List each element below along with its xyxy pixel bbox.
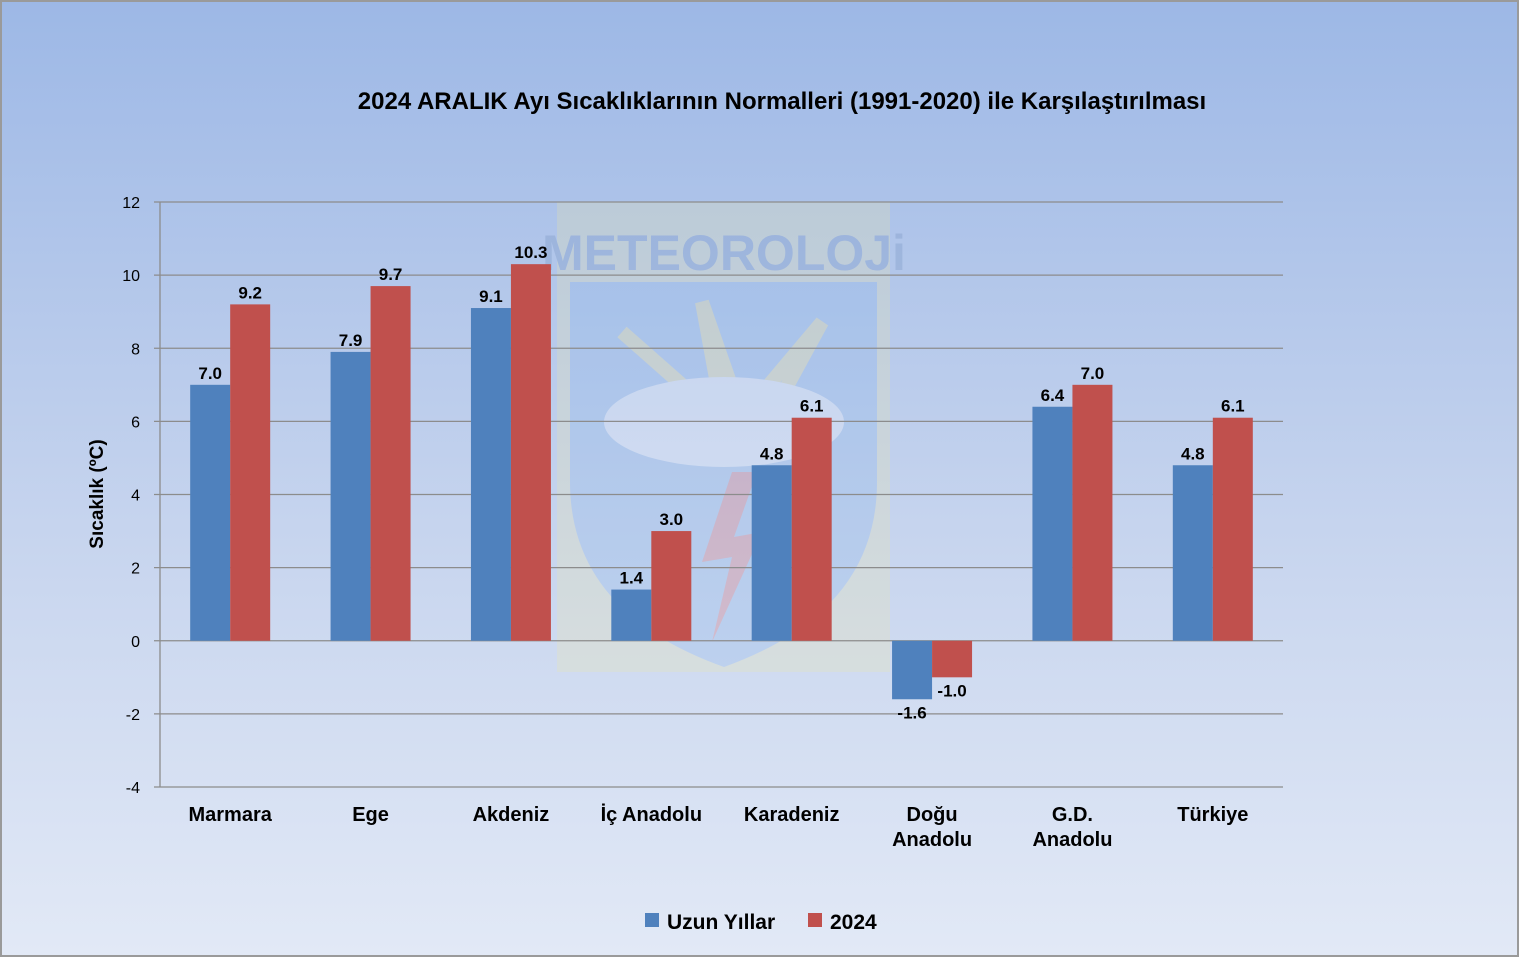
chart-title: 2024 ARALIK Ayı Sıcaklıklarının Normalle… — [358, 88, 1206, 115]
legend-swatch — [808, 913, 822, 927]
bar-2024 — [230, 304, 271, 641]
y-tick-label: 10 — [122, 268, 140, 285]
data-label: 10.3 — [514, 243, 547, 262]
x-tick-label: Akdeniz — [473, 804, 550, 826]
bar-2024 — [791, 417, 832, 641]
data-label: 7.0 — [198, 364, 222, 383]
data-labels: 7.0 9.2 7.9 9.7 9.1 10.3 1.4 3.0 4.8 6.1 -1.6 -1.0 6… — [198, 243, 1244, 722]
y-tick-label: 8 — [131, 341, 140, 358]
data-label: 4.8 — [1181, 444, 1205, 463]
bar-uzun-yillar — [190, 384, 231, 641]
watermark-logo: METEOROLOJi — [542, 202, 906, 672]
x-tick-label: Anadolu — [1032, 829, 1112, 851]
x-tick-label: G.D. — [1052, 804, 1093, 826]
y-tick-label: 2 — [131, 561, 140, 578]
bar-uzun-yillar — [751, 465, 792, 641]
bar-uzun-yillar — [892, 640, 933, 700]
data-label: 1.4 — [619, 569, 643, 588]
y-tick-label: 12 — [122, 195, 140, 212]
x-tick-label: Türkiye — [1177, 804, 1248, 826]
bar-2024 — [651, 531, 692, 641]
data-label: 4.8 — [760, 444, 784, 463]
category-labels: Marmara Ege Akdeniz İç Anadolu Karadeniz Doğu… — [188, 803, 1248, 851]
data-label: 7.0 — [1081, 364, 1105, 383]
watermark-sun-rays-icon — [617, 299, 829, 441]
data-label: 6.4 — [1041, 386, 1065, 405]
x-tick-label: Doğu — [907, 804, 958, 826]
data-label: 6.1 — [800, 397, 824, 416]
legend-entry: 2024 — [830, 911, 877, 934]
x-tick-label: Karadeniz — [744, 804, 840, 826]
bar-uzun-yillar — [1172, 465, 1213, 641]
bar-uzun-yillar — [1032, 406, 1073, 641]
bar-2024 — [1212, 417, 1253, 641]
watermark-text: METEOROLOJi — [542, 225, 906, 281]
x-tick-label: Anadolu — [892, 829, 972, 851]
data-label: 6.1 — [1221, 397, 1245, 416]
data-label: 9.1 — [479, 287, 503, 306]
data-label: 3.0 — [659, 510, 683, 529]
y-tick-label: 6 — [131, 414, 140, 431]
x-tick-label: İç Anadolu — [601, 803, 702, 826]
bar-2024 — [510, 264, 551, 641]
data-label: 9.2 — [238, 283, 262, 302]
y-tick-label: -2 — [126, 707, 140, 724]
bar-2024 — [1072, 384, 1113, 641]
data-label: -1.0 — [937, 681, 966, 700]
y-tick-label: -4 — [126, 780, 140, 797]
bar-uzun-yillar — [611, 589, 652, 641]
data-label: 7.9 — [339, 331, 363, 350]
bar-2024 — [370, 286, 411, 641]
y-tick-label: 4 — [131, 488, 140, 505]
legend-swatch — [645, 913, 659, 927]
bars — [190, 264, 1253, 700]
bar-uzun-yillar — [470, 308, 511, 641]
x-tick-label: Marmara — [188, 804, 272, 826]
y-axis-label: Sıcaklık (ºC) — [87, 439, 108, 548]
data-label: -1.6 — [897, 703, 926, 722]
legend: Uzun Yıllar 2024 — [645, 911, 877, 934]
legend-entry: Uzun Yıllar — [667, 911, 775, 934]
data-label: 9.7 — [379, 265, 403, 284]
watermark-lightning-icon — [702, 472, 762, 642]
bar-uzun-yillar — [330, 351, 371, 641]
y-tick-label: 0 — [131, 634, 140, 651]
bar-2024 — [932, 640, 973, 678]
x-tick-label: Ege — [352, 804, 389, 826]
y-axis-ticks: 12 10 8 6 4 2 0 -2 -4 — [122, 195, 140, 797]
